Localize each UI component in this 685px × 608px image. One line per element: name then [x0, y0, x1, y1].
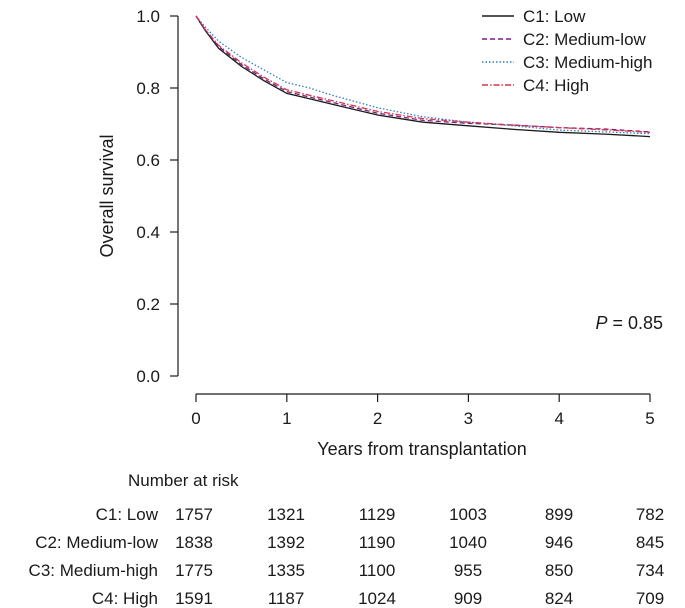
risk-cell: 824 — [545, 589, 573, 608]
risk-cell: 1838 — [175, 533, 213, 552]
y-tick-label: 1.0 — [136, 7, 160, 26]
x-tick-label: 0 — [191, 409, 200, 428]
x-tick-label: 1 — [282, 409, 291, 428]
survival-curves — [195, 15, 651, 138]
legend-label: C3: Medium-high — [523, 53, 652, 72]
survival-curve-c1 — [195, 15, 651, 138]
risk-cell: 845 — [636, 533, 664, 552]
risk-cell: 1321 — [267, 505, 305, 524]
risk-cell: 909 — [454, 589, 482, 608]
risk-cell: 782 — [636, 505, 664, 524]
risk-row-label: C2: Medium-low — [35, 533, 159, 552]
risk-cell: 1591 — [175, 589, 213, 608]
risk-cell: 1100 — [359, 561, 396, 580]
x-axis-label: Years from transplantation — [317, 439, 526, 459]
risk-cell: 1392 — [267, 533, 305, 552]
y-tick-label: 0.0 — [136, 367, 160, 386]
risk-cell: 1757 — [175, 505, 213, 524]
survival-curve-c4 — [195, 15, 651, 133]
p-value-annotation: P = 0.85 — [595, 313, 663, 333]
risk-cell: 1129 — [359, 505, 396, 524]
risk-cell: 1024 — [358, 589, 396, 608]
risk-cell: 955 — [454, 561, 482, 580]
risk-cell: 1040 — [449, 533, 487, 552]
axes: 0.0 0.2 0.4 0.6 0.8 1.0 0 1 2 3 4 5 — [136, 7, 654, 428]
y-tick-label: 0.6 — [136, 151, 160, 170]
risk-cell: 1775 — [175, 561, 213, 580]
y-axis-label: Overall survival — [97, 134, 117, 257]
risk-cell: 946 — [545, 533, 573, 552]
legend-label: C2: Medium-low — [523, 30, 647, 49]
x-tick-label: 4 — [554, 409, 563, 428]
risk-row-label: C1: Low — [96, 505, 159, 524]
y-ticks: 0.0 0.2 0.4 0.6 0.8 1.0 — [136, 7, 178, 386]
survival-curve-c3 — [195, 15, 651, 135]
risk-cell: 1187 — [268, 589, 305, 608]
risk-cell: 899 — [545, 505, 573, 524]
legend-label: C1: Low — [523, 7, 586, 26]
p-symbol: P — [595, 313, 607, 333]
p-value-text: = 0.85 — [607, 313, 663, 333]
survival-curve-c2 — [195, 15, 651, 133]
y-tick-label: 0.8 — [136, 79, 160, 98]
risk-cell: 1003 — [449, 505, 487, 524]
x-tick-label: 3 — [464, 409, 473, 428]
risk-cell: 850 — [545, 561, 573, 580]
legend: C1: Low C2: Medium-low C3: Medium-high C4: … — [482, 7, 652, 95]
risk-table: C1: Low 1757 1321 1129 1003 899 782 C2: Medium-… — [29, 505, 665, 608]
x-tick-label: 5 — [645, 409, 654, 428]
risk-row-label: C4: High — [92, 589, 158, 608]
risk-table-title: Number at risk — [128, 471, 239, 490]
x-tick-label: 2 — [373, 409, 382, 428]
y-tick-label: 0.4 — [136, 223, 160, 242]
risk-cell: 1335 — [267, 561, 305, 580]
y-tick-label: 0.2 — [136, 295, 160, 314]
risk-cell: 1190 — [359, 533, 396, 552]
risk-row-label: C3: Medium-high — [29, 561, 158, 580]
legend-label: C4: High — [523, 76, 589, 95]
risk-cell: 709 — [636, 589, 664, 608]
risk-cell: 734 — [636, 561, 664, 580]
x-ticks: 0 1 2 3 4 5 — [191, 394, 655, 428]
